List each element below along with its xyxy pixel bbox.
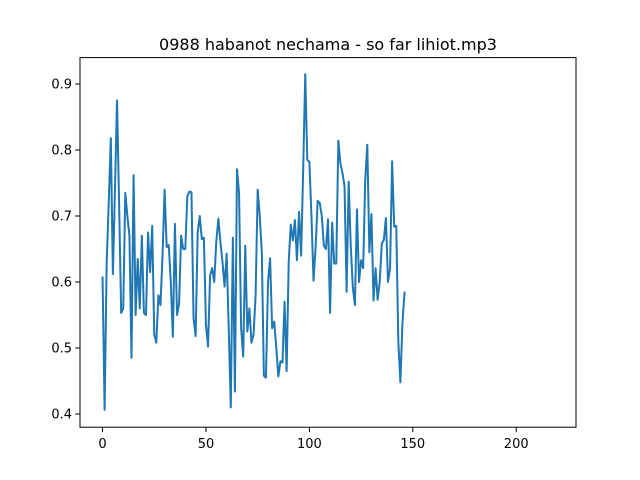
x-tick-label: 50 [198, 437, 215, 452]
chart-title: 0988 habanot nechama - so far lihiot.mp3 [159, 35, 497, 54]
x-axis-ticks: 0 50 100 150 200 [98, 427, 529, 452]
y-tick-label: 0.6 [51, 276, 72, 291]
plot-area [101, 73, 406, 412]
x-tick-label: 100 [297, 437, 322, 452]
x-tick-label: 0 [98, 437, 106, 452]
y-tick-label: 0.7 [51, 210, 72, 225]
y-tick-label: 0.8 [51, 144, 72, 159]
y-axis-ticks: 0.4 0.5 0.6 0.7 0.8 0.9 [51, 78, 80, 423]
y-tick-label: 0.4 [51, 408, 72, 423]
plot-frame [79, 57, 577, 428]
y-tick-label: 0.9 [51, 78, 72, 93]
x-tick-label: 150 [400, 437, 425, 452]
y-tick-label: 0.5 [51, 342, 72, 357]
x-tick-label: 200 [504, 437, 529, 452]
series-line [101, 73, 406, 412]
